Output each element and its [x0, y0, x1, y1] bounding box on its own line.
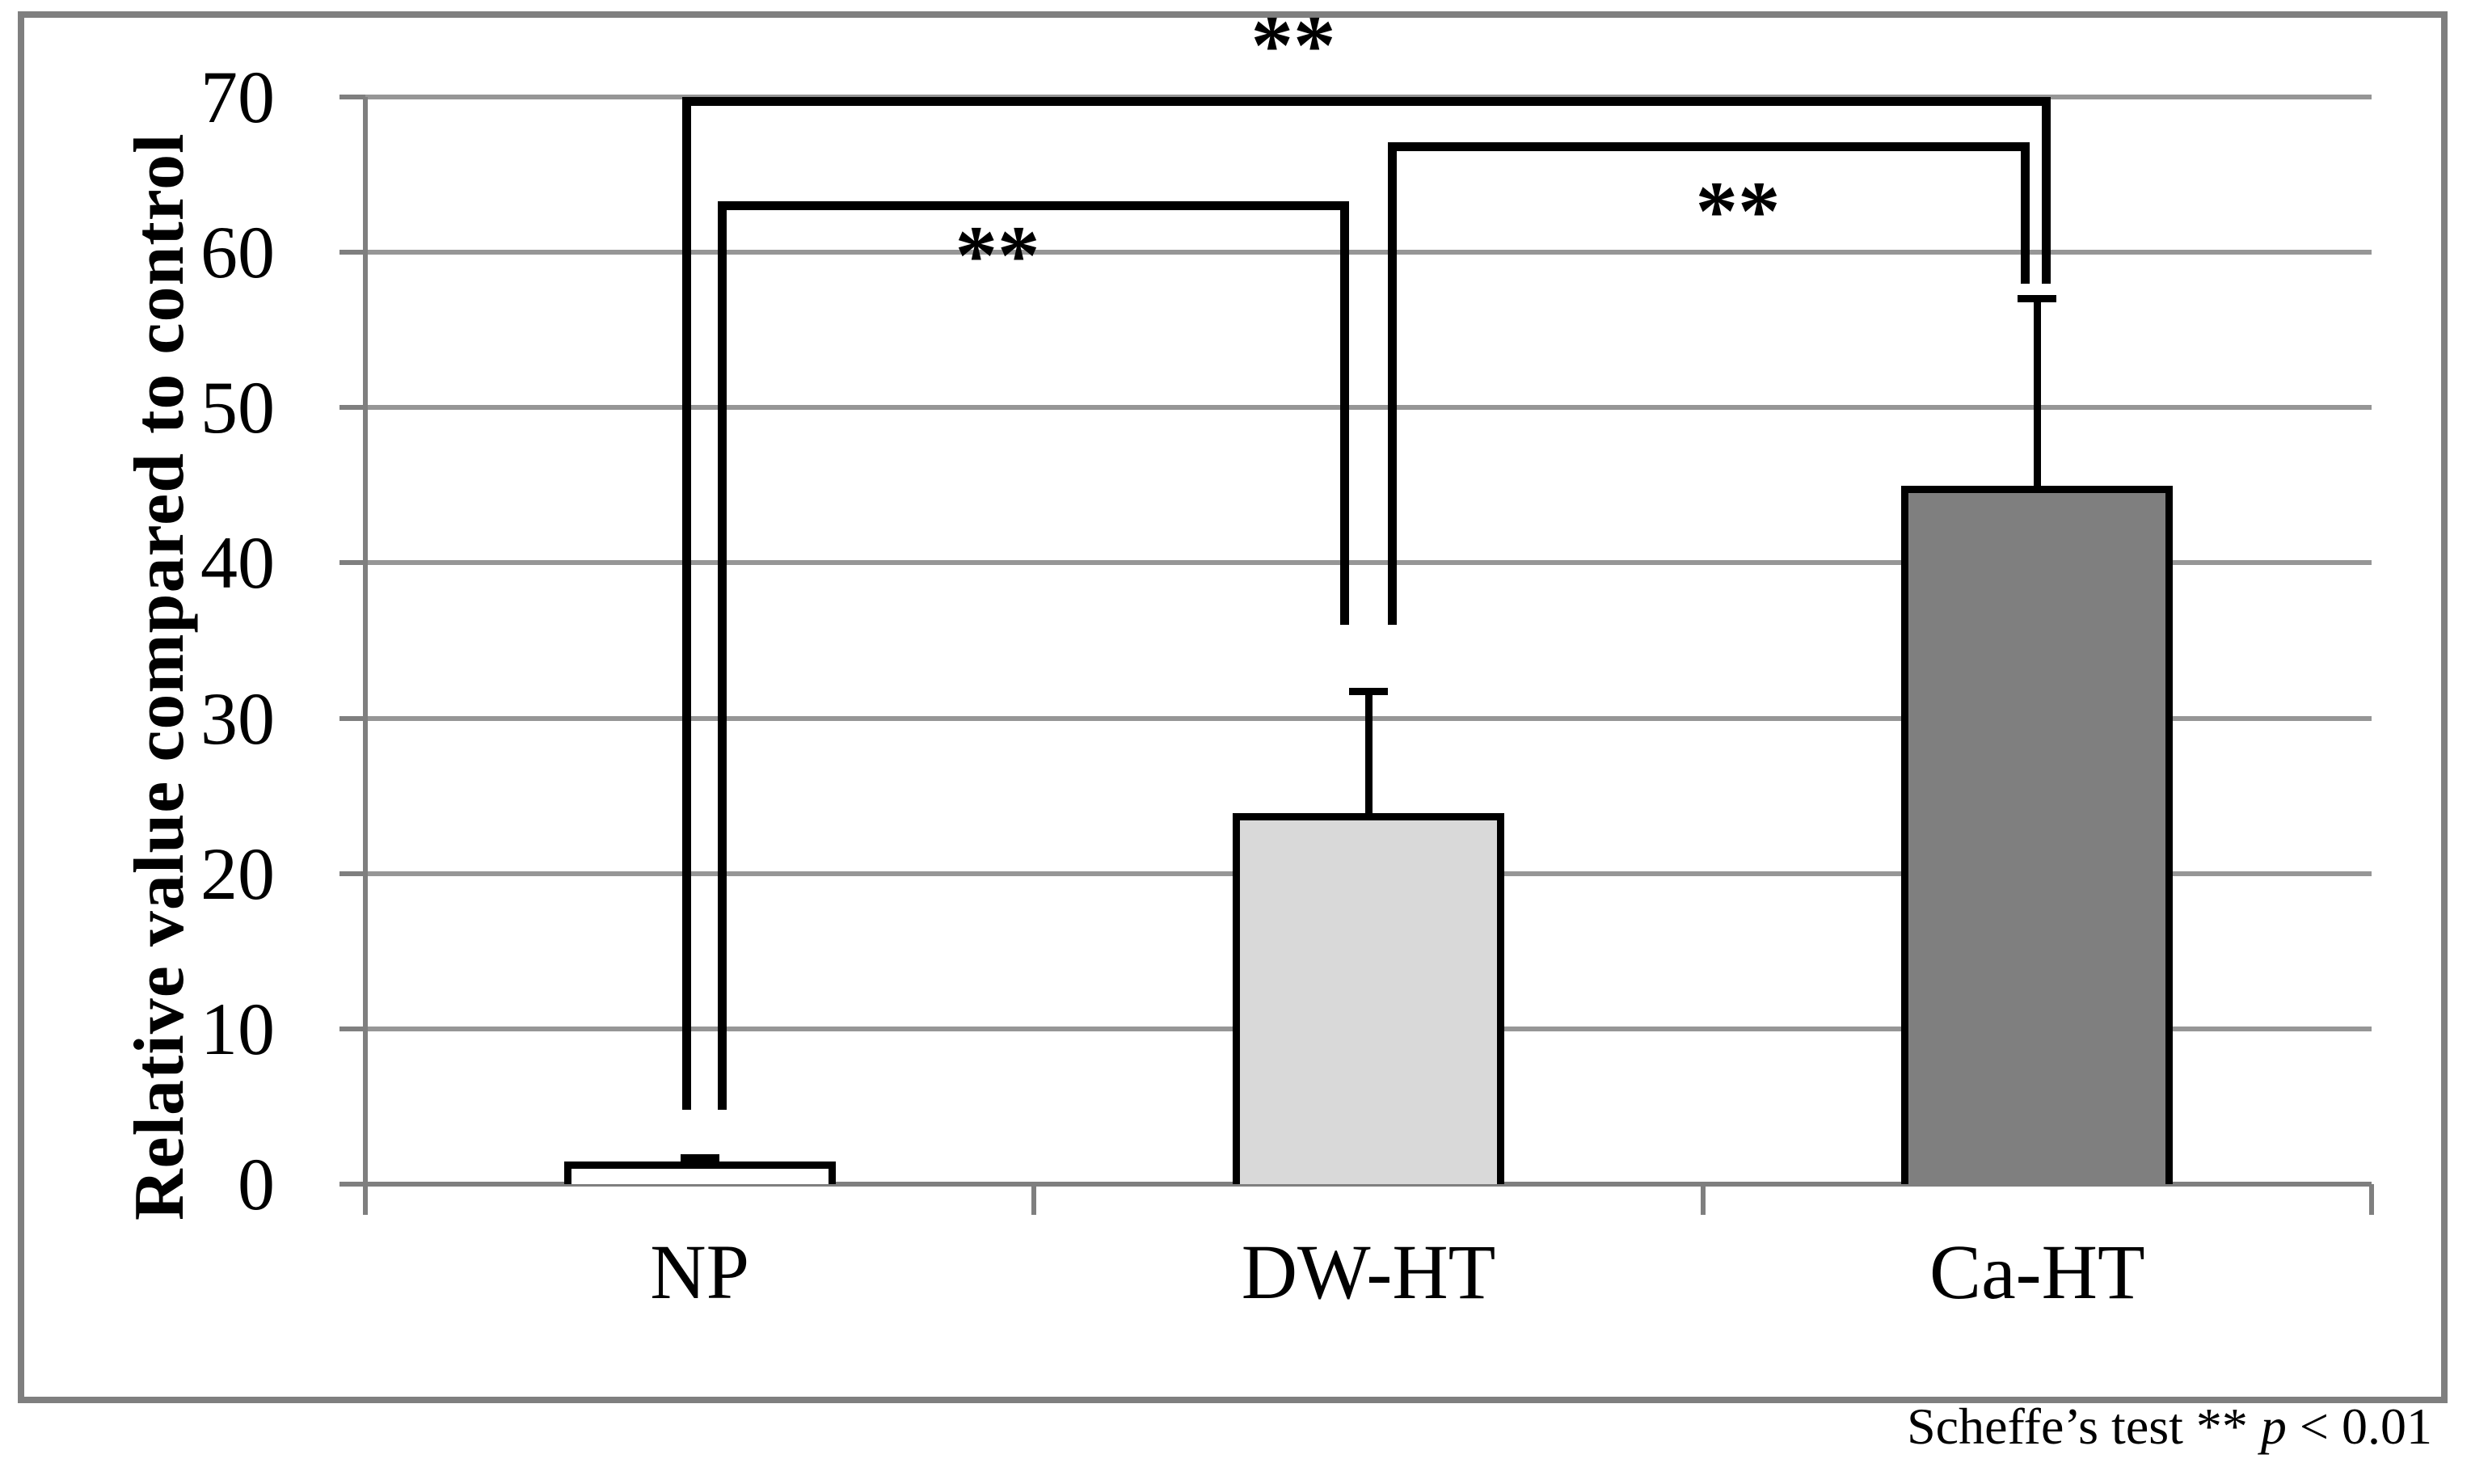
bracket-left-leg-2 [718, 201, 727, 1110]
error-bar-stem-dw-ht [1364, 691, 1373, 821]
y-axis-tick-20 [339, 871, 365, 876]
category-label-np: NP [650, 1229, 750, 1315]
figure-border [18, 11, 2448, 1403]
x-axis-tick-2 [1700, 1184, 1706, 1215]
y-tick-label-20: 20 [200, 832, 275, 915]
significance-label-1: ** [1250, 0, 1336, 92]
y-axis-tick-30 [339, 715, 365, 721]
bracket-line-1 [682, 97, 2051, 107]
error-bar-stem-ca-ht [2033, 298, 2041, 493]
y-axis-line [363, 97, 368, 1215]
bracket-left-leg-1 [682, 97, 692, 1110]
y-axis-tick-70 [339, 95, 365, 99]
footnote-suffix: < 0.01 [2286, 1398, 2432, 1455]
x-axis-tick-3 [2369, 1184, 2374, 1215]
y-tick-label-40: 40 [200, 521, 275, 605]
footnote: Scheffe’s test ** p < 0.01 [1907, 1392, 2432, 1461]
bar-ca-ht [1901, 485, 2174, 1184]
x-axis-line [365, 1182, 2372, 1187]
y-tick-label-60: 60 [200, 211, 275, 294]
bracket-line-3 [1387, 141, 2030, 151]
error-bar-cap-dw-ht [1349, 688, 1388, 696]
y-axis-tick-60 [339, 250, 365, 255]
category-label-ca-ht: Ca-HT [1929, 1229, 2145, 1315]
bracket-right-leg-2 [1339, 201, 1349, 626]
y-axis-tick-40 [339, 560, 365, 566]
category-label-dw-ht: DW-HT [1241, 1229, 1496, 1315]
error-bar-cap-np [680, 1153, 719, 1161]
gridline-50 [365, 405, 2372, 411]
gridline-60 [365, 250, 2372, 255]
footnote-p-symbol: p [2260, 1398, 2287, 1455]
footnote-prefix: Scheffe’s test ** [1907, 1398, 2261, 1455]
significance-label-2: ** [955, 208, 1040, 302]
y-tick-label-70: 70 [200, 56, 275, 138]
y-tick-label-0: 0 [238, 1143, 275, 1225]
y-axis-tick-10 [339, 1026, 365, 1031]
gridline-70 [365, 95, 2372, 99]
bracket-left-leg-3 [1387, 141, 1397, 626]
y-axis-tick-50 [339, 405, 365, 411]
significance-label-3: ** [1695, 163, 1781, 258]
y-tick-label-50: 50 [200, 366, 275, 449]
bracket-right-leg-1 [2041, 97, 2051, 284]
x-axis-tick-1 [1031, 1184, 1037, 1215]
error-bar-cap-ca-ht [2018, 295, 2057, 303]
y-tick-label-10: 10 [200, 987, 275, 1070]
y-axis-tick-0 [339, 1182, 365, 1187]
error-bar-stem-np [696, 1157, 704, 1169]
y-tick-label-30: 30 [200, 677, 275, 760]
bar-dw-ht [1233, 813, 1504, 1184]
gridline-40 [365, 560, 2372, 566]
bracket-right-leg-3 [2020, 141, 2030, 284]
bracket-line-2 [718, 201, 1349, 210]
